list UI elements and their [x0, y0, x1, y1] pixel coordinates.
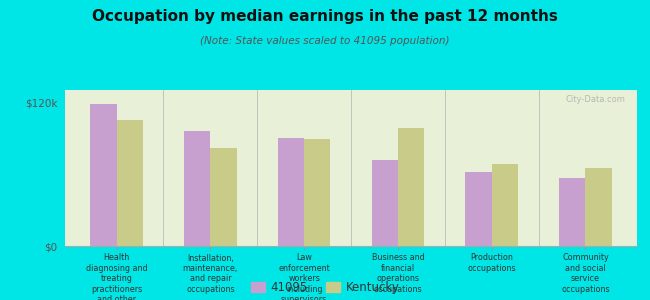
Text: Community
and social
service
occupations: Community and social service occupations — [561, 254, 610, 294]
Bar — [465, 172, 491, 246]
Bar — [211, 148, 237, 246]
Bar — [491, 164, 518, 246]
Text: Installation,
maintenance,
and repair
occupations: Installation, maintenance, and repair oc… — [183, 254, 238, 294]
Bar — [116, 120, 143, 246]
Text: Health
diagnosing and
treating
practitioners
and other
technical
occupations: Health diagnosing and treating practitio… — [86, 254, 148, 300]
Bar — [398, 128, 424, 246]
Text: City-Data.com: City-Data.com — [566, 95, 625, 104]
Bar — [90, 104, 116, 246]
Bar — [184, 131, 211, 246]
Legend: 41095, Kentucky: 41095, Kentucky — [250, 281, 400, 294]
Text: (Note: State values scaled to 41095 population): (Note: State values scaled to 41095 popu… — [200, 36, 450, 46]
Bar — [559, 178, 586, 246]
Text: Occupation by median earnings in the past 12 months: Occupation by median earnings in the pas… — [92, 9, 558, 24]
Text: Law
enforcement
workers
including
supervisors: Law enforcement workers including superv… — [278, 254, 330, 300]
Bar — [586, 168, 612, 246]
Bar — [304, 139, 330, 246]
Bar — [372, 160, 398, 246]
Text: Production
occupations: Production occupations — [467, 254, 516, 273]
Text: Business and
financial
operations
occupations: Business and financial operations occupa… — [372, 254, 424, 294]
Bar — [278, 138, 304, 246]
